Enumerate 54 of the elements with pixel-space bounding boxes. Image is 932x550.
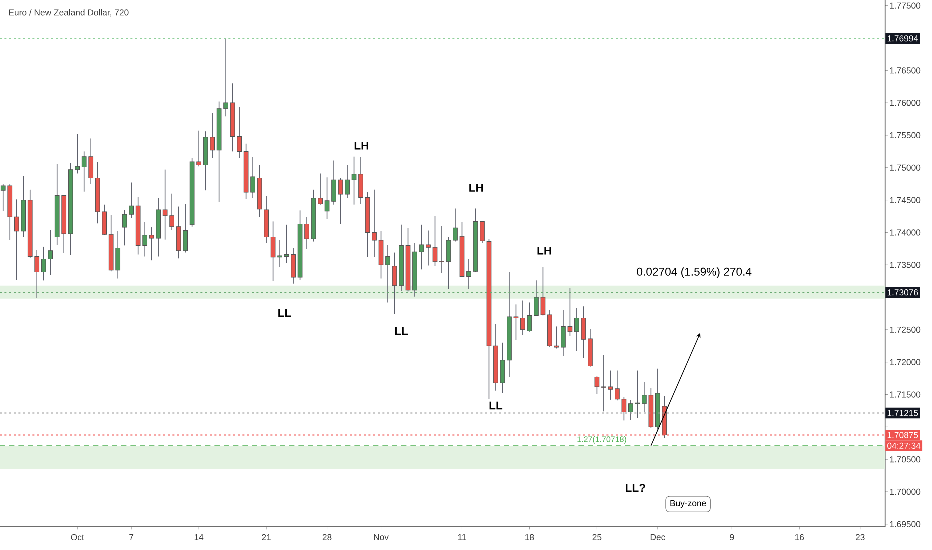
candlestick xyxy=(432,216,438,267)
text: 04:27:34 xyxy=(888,442,921,450)
candlestick xyxy=(480,220,485,244)
y-tick-label: 1.76500 xyxy=(890,68,921,74)
x-tick-label: Dec xyxy=(650,534,666,540)
annotation: LH xyxy=(470,184,484,192)
y-tick-label: 1.70500 xyxy=(890,456,921,463)
candlestick xyxy=(446,236,452,290)
text: Euro / New Zealand Dollar, 720 xyxy=(9,9,129,17)
candlestick xyxy=(392,252,398,315)
x-tick-label: 11 xyxy=(458,534,466,540)
y-tick-label: 1.76000 xyxy=(890,100,921,106)
x-tick-label: 28 xyxy=(322,534,332,541)
y-tick-label: 1.71500 xyxy=(890,392,921,398)
ref-line-label: 1.70875 xyxy=(888,432,918,438)
x-tick-label: 23 xyxy=(856,534,865,541)
y-tick-label: 1.70000 xyxy=(890,488,921,496)
y-tick-label: 1.73500 xyxy=(890,262,921,268)
ref-line-label: 1.27(1.70718) xyxy=(578,436,626,444)
x-tick-label: 16 xyxy=(795,534,804,541)
annotation: LH xyxy=(354,142,368,150)
ref-line-label: 1.73076 xyxy=(888,290,918,296)
y-tick-label: 1.74500 xyxy=(890,197,921,204)
annotation: LL? xyxy=(626,484,646,492)
x-tick-label: 14 xyxy=(194,534,204,540)
candlestick xyxy=(419,224,424,270)
ref-line-label: 1.76994 xyxy=(888,36,918,42)
x-tick-label: Oct xyxy=(71,534,84,541)
candlestick xyxy=(386,244,390,304)
y-tick-label: 1.72500 xyxy=(890,326,921,334)
x-tick-label: 25 xyxy=(592,534,602,541)
annotation: LL xyxy=(395,327,408,336)
y-tick-label: 1.75500 xyxy=(890,132,921,139)
x-tick-label: Nov xyxy=(374,534,389,540)
x-tick-label: 21 xyxy=(262,534,271,540)
annotation: 0.02704 (1.59%) 270.4 xyxy=(637,268,752,278)
y-tick-label: 1.77500 xyxy=(890,2,921,9)
y-tick-label: 1.75000 xyxy=(890,164,921,171)
ref-line-label: 1.71215 xyxy=(888,410,918,416)
annotation: LL xyxy=(490,402,503,410)
annotation: LH xyxy=(538,246,552,255)
candlestick xyxy=(440,226,444,274)
y-tick-label: 1.72000 xyxy=(890,359,921,366)
annotation: LL xyxy=(278,309,292,317)
candlestick xyxy=(453,208,458,242)
y-tick-label: 1.69500 xyxy=(890,521,921,528)
x-tick-label: 9 xyxy=(730,534,734,541)
candlestick xyxy=(426,230,431,266)
y-tick-label: 1.74000 xyxy=(890,230,921,236)
annotation: Buy-zone xyxy=(670,500,706,508)
candlestick xyxy=(466,258,472,290)
x-tick-label: 18 xyxy=(526,534,534,541)
candlestick xyxy=(594,376,600,395)
x-tick-label: 7 xyxy=(130,534,134,540)
